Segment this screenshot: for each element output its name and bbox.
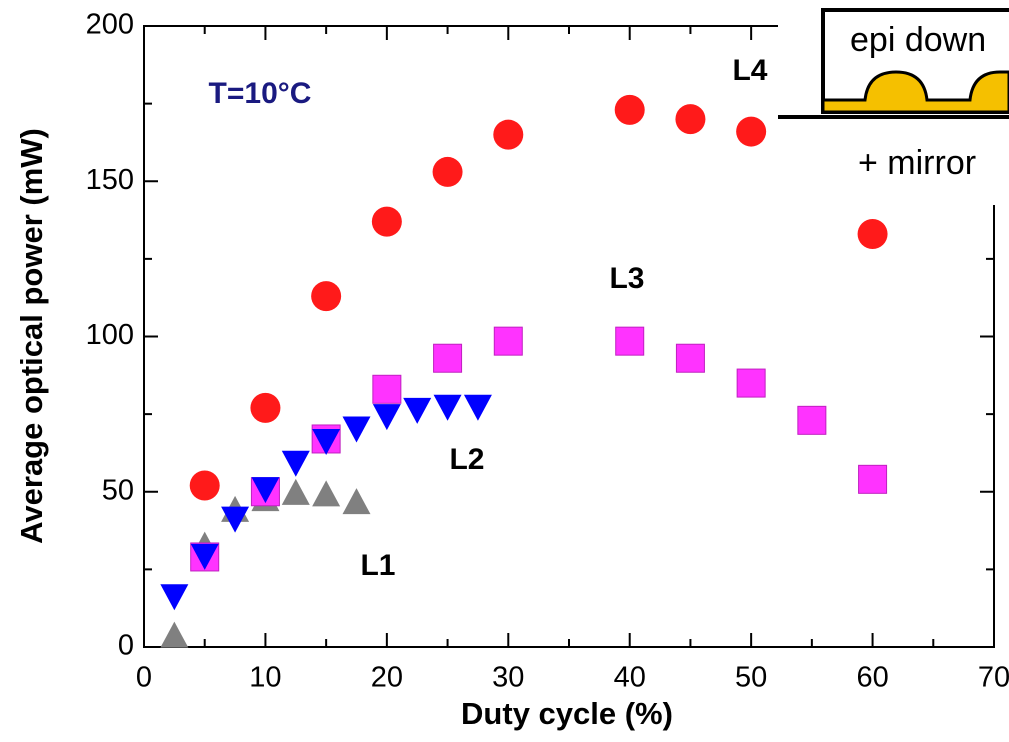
y-tick-label: 50 xyxy=(102,474,134,506)
x-axis-label: Duty cycle (%) xyxy=(461,696,673,731)
point xyxy=(250,392,281,423)
y-axis-label: Average optical power (mW) xyxy=(14,128,49,544)
point xyxy=(251,477,280,504)
point xyxy=(493,326,523,356)
point xyxy=(372,404,401,431)
x-tick-label: 0 xyxy=(136,662,152,694)
x-tick-label: 10 xyxy=(249,662,281,694)
point xyxy=(311,281,342,312)
point xyxy=(189,470,220,501)
inset-layer xyxy=(821,70,1009,114)
point xyxy=(736,368,766,398)
point xyxy=(403,397,432,424)
y-tick-label: 100 xyxy=(86,319,134,351)
point xyxy=(190,543,219,570)
point xyxy=(675,343,705,373)
series-label: L4 xyxy=(732,54,767,87)
point xyxy=(160,584,189,611)
point xyxy=(857,219,888,250)
point xyxy=(160,621,189,648)
point xyxy=(372,374,402,404)
series-label: L1 xyxy=(360,549,395,582)
inset-label: epi down xyxy=(850,21,986,59)
x-tick-label: 30 xyxy=(492,662,524,694)
point xyxy=(736,116,767,147)
point xyxy=(342,488,371,515)
point xyxy=(675,104,706,135)
point xyxy=(342,416,371,443)
point xyxy=(797,405,827,435)
point xyxy=(371,206,402,237)
y-tick-label: 200 xyxy=(86,9,134,41)
series-label: L3 xyxy=(609,262,644,295)
x-tick-label: 70 xyxy=(978,662,1009,694)
y-tick-label: 0 xyxy=(118,630,134,662)
point xyxy=(281,478,310,505)
series-label: L2 xyxy=(449,443,484,476)
inset-label: + mirror xyxy=(858,144,976,182)
x-tick-label: 60 xyxy=(856,662,888,694)
point xyxy=(312,480,341,507)
point xyxy=(221,506,250,533)
x-tick-label: 50 xyxy=(735,662,767,694)
annotation: T=10°C xyxy=(209,77,312,110)
point xyxy=(614,94,645,125)
x-tick-label: 20 xyxy=(371,662,403,694)
point xyxy=(615,326,645,356)
y-tick-label: 150 xyxy=(86,164,134,196)
point xyxy=(463,394,492,421)
point xyxy=(858,464,888,494)
point xyxy=(433,343,463,373)
point xyxy=(433,394,462,421)
point xyxy=(493,119,524,150)
x-tick-label: 40 xyxy=(614,662,646,694)
point xyxy=(281,450,310,477)
point xyxy=(312,428,341,455)
point xyxy=(432,156,463,187)
